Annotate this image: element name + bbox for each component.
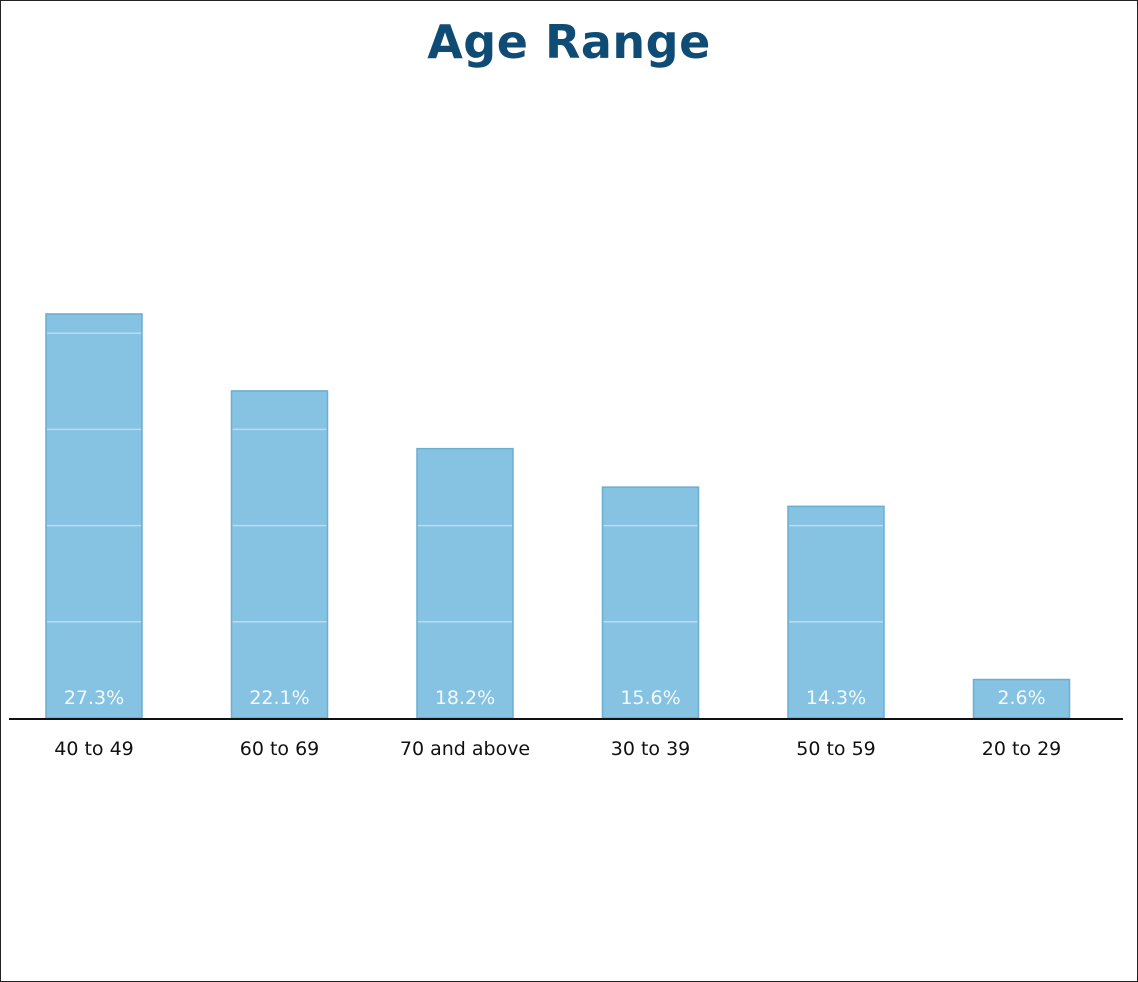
x-tick-label: 70 and above: [400, 738, 530, 760]
bar: [787, 505, 885, 719]
bar-value-label: 15.6%: [620, 687, 680, 709]
chart-title: Age Range: [427, 15, 711, 69]
bar-group: 22.1%: [230, 390, 329, 719]
bar-value-label: 22.1%: [249, 687, 309, 709]
bar-group: 18.2%: [416, 447, 514, 719]
labels-layer: 40 to 49 60 to 69 70 and above 30 to 39 50 t…: [54, 738, 1061, 760]
x-tick-label: 40 to 49: [54, 738, 134, 760]
x-tick-label: 30 to 39: [611, 738, 691, 760]
bar-value-label: 27.3%: [64, 687, 124, 709]
x-tick-label: 50 to 59: [796, 738, 876, 760]
bar: [601, 486, 700, 719]
bars-layer: 27.3% 22.1% 18.2% 15.6% 14.3% 2.6%: [45, 313, 1071, 719]
bar-value-label: 18.2%: [435, 687, 495, 709]
bar-group: 15.6%: [601, 486, 700, 719]
x-tick-label: 20 to 29: [982, 738, 1062, 760]
bar-value-label: 14.3%: [806, 687, 866, 709]
x-tick-label: 60 to 69: [240, 738, 320, 760]
bar-group: 2.6%: [972, 678, 1071, 719]
bar: [230, 390, 329, 719]
bar: [416, 447, 514, 719]
bar: [45, 313, 143, 719]
bar-value-label: 2.6%: [997, 687, 1045, 709]
bar-group: 14.3%: [787, 505, 885, 719]
bar-group: 27.3%: [45, 313, 143, 719]
